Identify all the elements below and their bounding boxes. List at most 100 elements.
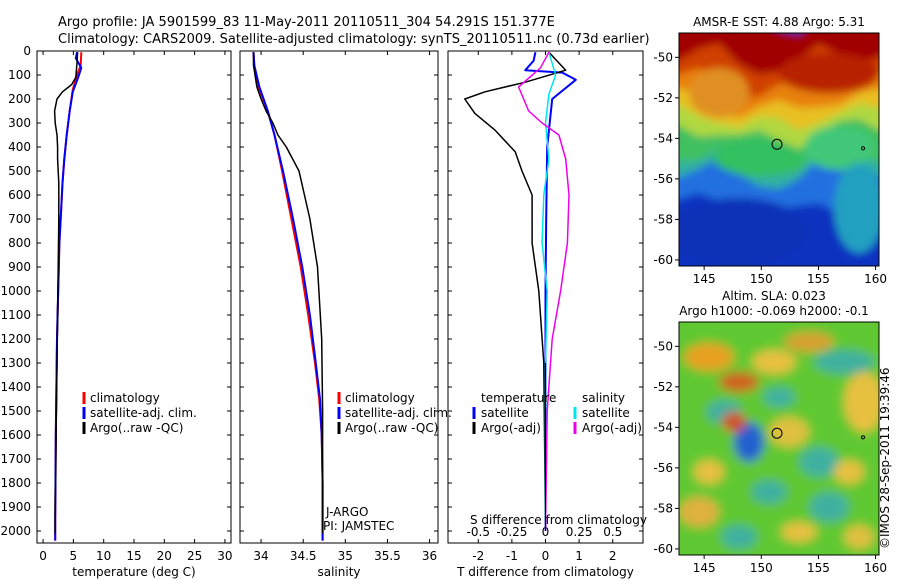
legend-label-salinity: salinity (582, 391, 625, 405)
temperature-panel: 0100200300400500600700800900100011001200… (0, 44, 232, 579)
series-line (524, 52, 577, 531)
secondary-marker (860, 146, 866, 151)
x-tick-label: -1 (506, 549, 518, 563)
map-x-tick-label: 155 (807, 272, 830, 286)
salinity-panel: 34 34.5 35 35.5 36 salinity (239, 50, 439, 579)
legend-label-climatology: climatology (90, 391, 160, 405)
x-tick-label: 34.5 (290, 549, 317, 563)
y-tick-label: 900 (8, 260, 31, 274)
x-tick-label: 25 (187, 549, 202, 563)
y-tick-label: 1800 (0, 476, 31, 490)
annotation-j-argo: J-ARGO (325, 505, 368, 519)
argo-float-marker (771, 427, 783, 439)
map-y-tick-label: -52 (653, 91, 673, 105)
x-tick-label: 20 (157, 549, 172, 563)
plot-frame (239, 50, 439, 544)
x-axis-label: temperature (deg C) (72, 565, 195, 579)
sla-map-subtitle: Argo h1000: -0.069 h2000: -0.1 (679, 304, 869, 318)
x-tick-label: 34 (253, 549, 268, 563)
series-line (464, 51, 567, 532)
map-y-tick-label: -50 (653, 339, 673, 353)
s-tick-label: -0.25 (496, 525, 527, 539)
salinity-legend: climatology satellite-adj. clim. Argo(..… (323, 391, 452, 533)
legend-label-argo: Argo(..raw -QC) (90, 421, 183, 435)
legend-label-t-argo: Argo(-adj) (481, 421, 541, 435)
map-y-tick-label: -56 (653, 172, 673, 186)
y-tick-label: 1200 (0, 332, 31, 346)
legend-label-climatology: climatology (345, 391, 415, 405)
sst-map-title: AMSR-E SST: 4.88 Argo: 5.31 (693, 15, 865, 29)
map-y-tick-label: -54 (653, 420, 673, 434)
y-tick-label: 1100 (0, 308, 31, 322)
y-tick-label: 300 (8, 116, 31, 130)
sla-map (679, 322, 879, 555)
y-tick-label: 500 (8, 164, 31, 178)
x-tick-label: 1 (575, 549, 583, 563)
s-tick-label: -0.5 (467, 525, 490, 539)
sst-map-axes: 145 150 155 160 -50 -52 -54 -56 -58 -60 (653, 32, 887, 286)
sla-map-title: Altim. SLA: 0.023 (722, 289, 826, 303)
s-tick-label: 0.25 (566, 525, 593, 539)
map-x-tick-label: 160 (864, 561, 887, 575)
x-tick-label: 0 (39, 549, 47, 563)
y-tick-label: 2000 (0, 524, 31, 538)
temperature-legend: climatology satellite-adj. clim. Argo(..… (82, 391, 197, 435)
s-tick-label: 0 (542, 525, 550, 539)
s-tick-label: 0.5 (603, 525, 622, 539)
map-x-tick-label: 155 (807, 561, 830, 575)
y-tick-label: 700 (8, 212, 31, 226)
x-tick-label: 30 (217, 549, 232, 563)
x-tick-label: 5 (70, 549, 78, 563)
x-tick-label: 36 (422, 549, 437, 563)
y-tick-label: 1000 (0, 284, 31, 298)
series-line (53, 52, 79, 534)
x-axis-label: salinity (317, 565, 360, 579)
y-tick-label: 0 (23, 44, 31, 58)
map-y-tick-label: -58 (653, 501, 673, 515)
argo-float-marker (771, 138, 783, 150)
header-line-1: Argo profile: JA 5901599_83 11-May-2011 … (58, 15, 555, 30)
legend-label-temperature: temperature (481, 391, 556, 405)
legend-label-satellite: satellite-adj. clim. (90, 406, 197, 420)
s-difference-title: S difference from climatology (470, 513, 647, 527)
map-x-tick-label: 160 (864, 272, 887, 286)
sla-map-axes: 145 150 155 160 -50 -52 -54 -56 -58 -60 (653, 321, 887, 575)
y-tick-label: 200 (8, 92, 31, 106)
x-tick-label: 0 (542, 549, 550, 563)
map-frame (678, 321, 880, 556)
annotation-pi-jamstec: PI: JAMSTEC (323, 519, 394, 533)
y-tick-label: 1600 (0, 428, 31, 442)
x-tick-label: 2 (609, 549, 617, 563)
legend-label-argo: Argo(..raw -QC) (345, 421, 438, 435)
series-line (252, 52, 324, 534)
map-frame (678, 32, 880, 267)
difference-panel: -2 -1 0 1 2 -0.5 -0.25 0 0.25 0.5 T difference fro… (447, 50, 644, 579)
x-tick-label: 15 (126, 549, 141, 563)
y-tick-label: 800 (8, 236, 31, 250)
sst-map (679, 33, 879, 266)
y-tick-label: 1400 (0, 380, 31, 394)
series-line (517, 51, 570, 532)
map-y-tick-label: -52 (653, 380, 673, 394)
map-y-tick-label: -60 (653, 253, 673, 267)
legend-label-t-satellite: satellite (481, 406, 529, 420)
plot-frame (36, 50, 232, 544)
map-y-tick-label: -58 (653, 212, 673, 226)
y-tick-label: 400 (8, 140, 31, 154)
map-y-tick-label: -60 (653, 542, 673, 556)
map-x-tick-label: 150 (750, 561, 773, 575)
x-axis-label: T difference from climatology (456, 565, 634, 579)
x-tick-label: 10 (96, 549, 111, 563)
map-x-tick-label: 145 (693, 561, 716, 575)
x-tick-label: 35.5 (374, 549, 401, 563)
x-tick-label: 35 (338, 549, 353, 563)
map-x-tick-label: 150 (750, 272, 773, 286)
y-tick-label: 1700 (0, 452, 31, 466)
difference-legend: temperature satellite Argo(-adj) salinit… (470, 391, 647, 527)
x-tick-label: -2 (472, 549, 484, 563)
y-tick-label: 1500 (0, 404, 31, 418)
map-y-tick-label: -56 (653, 461, 673, 475)
map-y-tick-label: -50 (653, 50, 673, 64)
legend-label-s-argo: Argo(-adj) (582, 421, 642, 435)
